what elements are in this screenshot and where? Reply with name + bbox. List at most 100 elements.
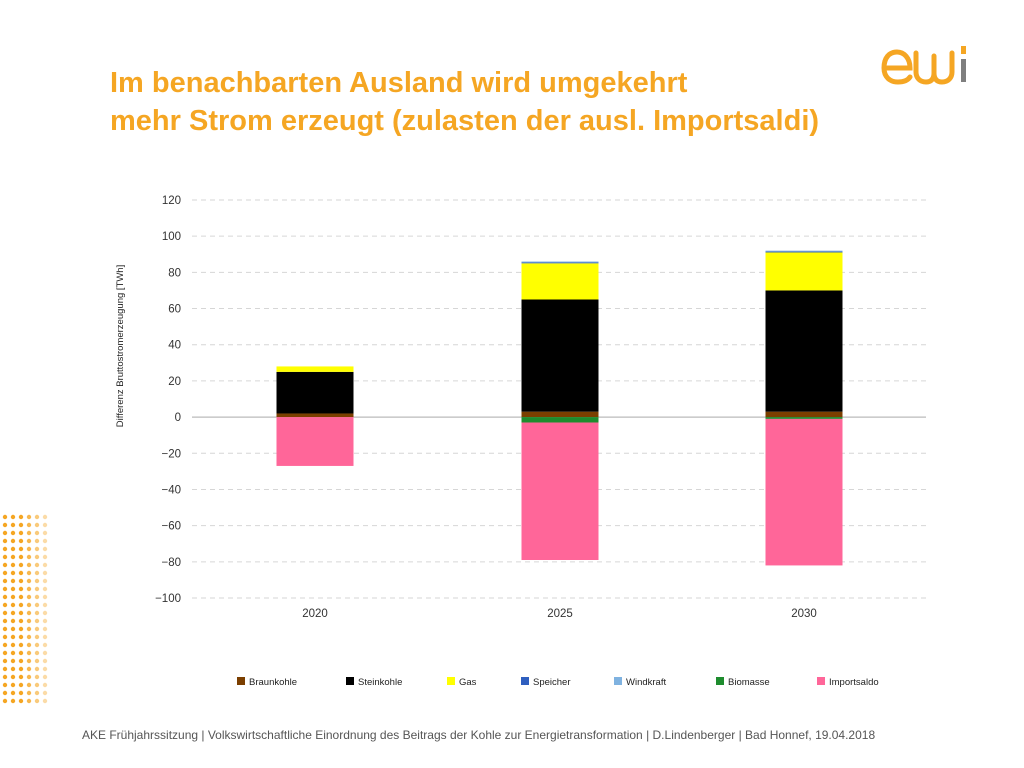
decorative-dot bbox=[10, 530, 16, 536]
decorative-dot bbox=[42, 522, 48, 528]
decorative-dot bbox=[2, 698, 8, 704]
decorative-dot bbox=[42, 650, 48, 656]
legend-swatch bbox=[521, 677, 529, 685]
decorative-dot bbox=[34, 530, 40, 536]
decorative-dot bbox=[26, 642, 32, 648]
decorative-dot bbox=[18, 538, 24, 544]
decorative-dot bbox=[10, 602, 16, 608]
logo-letter-i-stem bbox=[961, 59, 966, 82]
decorative-dot bbox=[34, 514, 40, 520]
decorative-dot bbox=[2, 514, 8, 520]
decorative-dot-pattern bbox=[2, 514, 48, 704]
decorative-dot bbox=[26, 514, 32, 520]
decorative-dot bbox=[26, 658, 32, 664]
legend-label: Biomasse bbox=[728, 677, 770, 688]
decorative-dot bbox=[2, 642, 8, 648]
legend-item-braunkohle: Braunkohle bbox=[237, 677, 297, 688]
decorative-dot bbox=[2, 690, 8, 696]
decorative-dot bbox=[2, 570, 8, 576]
legend-item-importsaldo: Importsaldo bbox=[817, 677, 879, 688]
bar-segment-braunkohle-2030 bbox=[765, 411, 843, 418]
decorative-dot bbox=[26, 530, 32, 536]
decorative-dot bbox=[34, 578, 40, 584]
decorative-dot bbox=[18, 586, 24, 592]
slide-title: Im benachbarten Ausland wird umgekehrt m… bbox=[110, 64, 970, 140]
decorative-dot bbox=[10, 666, 16, 672]
legend-swatch bbox=[716, 677, 724, 685]
decorative-dot bbox=[2, 578, 8, 584]
decorative-dot bbox=[26, 522, 32, 528]
decorative-dot bbox=[10, 642, 16, 648]
decorative-dot bbox=[42, 666, 48, 672]
y-tick-label: 100 bbox=[162, 231, 181, 243]
decorative-dot bbox=[18, 618, 24, 624]
decorative-dot bbox=[26, 690, 32, 696]
decorative-dot bbox=[18, 554, 24, 560]
x-tick-labels: 2020 2025 2030 bbox=[302, 608, 817, 620]
decorative-dot bbox=[2, 682, 8, 688]
legend-swatch bbox=[237, 677, 245, 685]
decorative-dot bbox=[26, 594, 32, 600]
bar-segment-gas-2030 bbox=[765, 252, 843, 291]
decorative-dot bbox=[10, 658, 16, 664]
decorative-dot bbox=[10, 538, 16, 544]
decorative-dot bbox=[34, 698, 40, 704]
decorative-dot bbox=[18, 578, 24, 584]
decorative-dot bbox=[34, 674, 40, 680]
decorative-dot bbox=[42, 602, 48, 608]
decorative-dot bbox=[26, 682, 32, 688]
decorative-dot bbox=[18, 626, 24, 632]
decorative-dot bbox=[34, 642, 40, 648]
decorative-dot bbox=[10, 586, 16, 592]
decorative-dot bbox=[34, 618, 40, 624]
decorative-dot bbox=[26, 602, 32, 608]
decorative-dot bbox=[2, 650, 8, 656]
decorative-dot bbox=[10, 522, 16, 528]
bar-segment-importsaldo-2025 bbox=[521, 422, 599, 561]
decorative-dot bbox=[42, 626, 48, 632]
decorative-dot bbox=[34, 666, 40, 672]
decorative-dot bbox=[26, 610, 32, 616]
legend: Braunkohle Steinkohle Gas Speicher Windkraft… bbox=[237, 677, 879, 688]
decorative-dot bbox=[2, 594, 8, 600]
decorative-dot bbox=[42, 578, 48, 584]
decorative-dot bbox=[34, 570, 40, 576]
bar-segment-windkraft-2030 bbox=[765, 250, 843, 252]
decorative-dot bbox=[10, 634, 16, 640]
stacked-bar-chart: 120 100 80 60 40 20 0 −20 −40 −60 −80 −100 2020 2025… bbox=[115, 195, 926, 688]
decorative-dot bbox=[2, 674, 8, 680]
bar-segment-steinkohle-2025 bbox=[521, 299, 599, 412]
bar-segment-speicher-2030 bbox=[765, 251, 843, 253]
y-tick-label: 20 bbox=[168, 376, 181, 388]
decorative-dot bbox=[34, 602, 40, 608]
decorative-dot bbox=[42, 538, 48, 544]
decorative-dot bbox=[26, 626, 32, 632]
y-tick-label: 80 bbox=[168, 267, 181, 279]
x-tick-label: 2020 bbox=[302, 608, 328, 620]
decorative-dot bbox=[34, 546, 40, 552]
decorative-dot bbox=[42, 562, 48, 568]
y-tick-label: −100 bbox=[155, 593, 181, 605]
decorative-dot bbox=[26, 554, 32, 560]
bar-segment-steinkohle-2020 bbox=[276, 371, 354, 414]
decorative-dot bbox=[34, 626, 40, 632]
y-tick-label: −40 bbox=[161, 484, 181, 496]
bar-segment-gas-2025 bbox=[521, 263, 599, 300]
decorative-dot bbox=[42, 554, 48, 560]
legend-item-gas: Gas bbox=[447, 677, 477, 688]
legend-swatch bbox=[447, 677, 455, 685]
y-tick-label: 0 bbox=[175, 412, 181, 424]
decorative-dot bbox=[2, 522, 8, 528]
legend-swatch bbox=[817, 677, 825, 685]
bar-segment-importsaldo-2030 bbox=[765, 418, 843, 566]
bar-segment-importsaldo-2020 bbox=[276, 417, 354, 466]
decorative-dot bbox=[2, 562, 8, 568]
legend-label: Steinkohle bbox=[358, 677, 402, 688]
decorative-dot bbox=[18, 594, 24, 600]
logo-letter-i-dot bbox=[961, 46, 966, 54]
decorative-dot bbox=[42, 586, 48, 592]
decorative-dot bbox=[2, 618, 8, 624]
legend-label: Gas bbox=[459, 677, 477, 688]
decorative-dot bbox=[10, 682, 16, 688]
decorative-dot bbox=[42, 514, 48, 520]
